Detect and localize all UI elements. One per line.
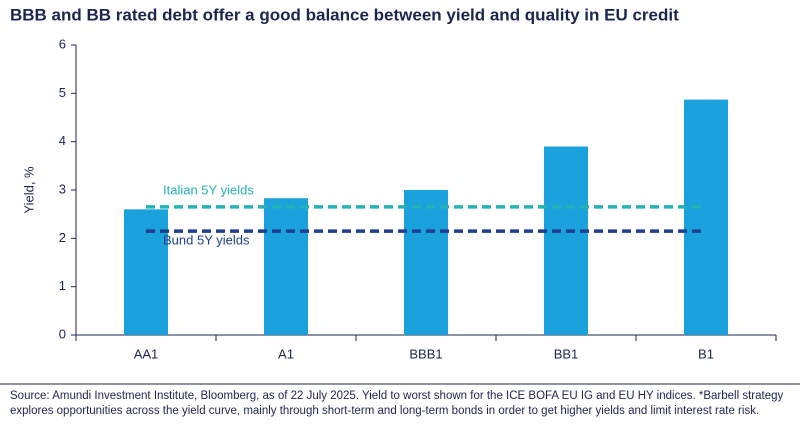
bar (404, 190, 448, 335)
chart: BBB and BB rated debt offer a good balan… (0, 5, 800, 385)
y-tick-label: 4 (59, 133, 66, 148)
x-tick-label: BB1 (554, 346, 579, 361)
bar (544, 146, 588, 335)
y-tick-label: 3 (59, 181, 66, 196)
y-tick-label: 0 (59, 326, 66, 341)
reference-label: Italian 5Y yields (163, 182, 254, 197)
y-axis-label: Yield, % (21, 166, 36, 214)
x-tick-label: B1 (698, 346, 714, 361)
reference-label: Bund 5Y yields (163, 233, 250, 248)
bar (684, 99, 728, 335)
x-tick-label: AA1 (134, 346, 159, 361)
chart-title: BBB and BB rated debt offer a good balan… (10, 5, 679, 24)
source-note: Source: Amundi Investment Institute, Blo… (10, 390, 784, 417)
x-tick-label: BBB1 (409, 346, 442, 361)
y-tick-label: 5 (59, 85, 66, 100)
x-tick-label: A1 (278, 346, 294, 361)
bar (264, 198, 308, 335)
bar (124, 209, 168, 335)
y-tick-label: 2 (59, 230, 66, 245)
y-tick-label: 6 (59, 36, 66, 51)
y-tick-label: 1 (59, 278, 66, 293)
